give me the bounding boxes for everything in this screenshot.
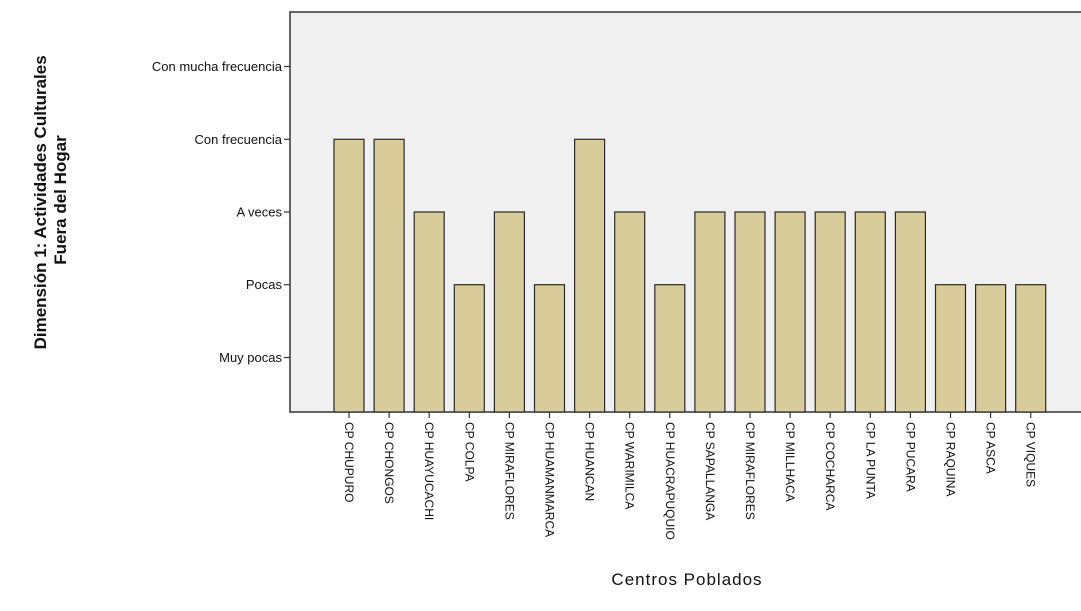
x-tick-label: CP COCHARCA xyxy=(823,422,837,510)
x-axis: CP CHUPURO CP CHONGOS CP HUAYUCACHI CP COLP… xyxy=(342,412,1038,540)
bar-4 xyxy=(453,284,485,413)
bar-11 xyxy=(734,211,766,413)
y-tick-label: Con mucha frecuencia xyxy=(152,59,283,74)
bar-6 xyxy=(533,284,566,413)
y-tick-label: Con frecuencia xyxy=(195,132,283,147)
x-tick-label: CP CHUPURO xyxy=(342,422,356,502)
x-tick-label: CP MIRAFLORES xyxy=(502,422,516,520)
y-axis: Muy pocas Pocas A veces Con frecuencia Con m… xyxy=(152,59,290,365)
bar-15 xyxy=(894,211,927,413)
bar-7 xyxy=(573,138,606,413)
x-tick-label: CP PUCARA xyxy=(903,422,917,492)
y-tick-label: Muy pocas xyxy=(219,350,282,365)
bar-5 xyxy=(493,211,525,413)
bar-17 xyxy=(974,284,1007,413)
bar-3 xyxy=(413,211,445,413)
x-tick-label: CP VIQUES xyxy=(1024,422,1038,487)
x-tick-label: CP HUACRAPUQUIO xyxy=(663,422,677,540)
bar-12 xyxy=(774,211,806,413)
x-tick-label: CP HUAYUCACHI xyxy=(422,422,436,520)
x-tick-label: CP HUANCAN xyxy=(583,422,597,501)
x-tick-label: CP ASCA xyxy=(984,422,998,474)
x-tick-label: CP SAPALLANGA xyxy=(703,422,717,520)
bar-8 xyxy=(614,211,646,413)
x-tick-label: CP LA PUNTA xyxy=(863,422,877,499)
bar-1 xyxy=(333,138,365,413)
y-tick-label: A veces xyxy=(236,205,282,220)
x-axis-title: Centros Poblados xyxy=(611,570,762,589)
bar-13 xyxy=(814,211,846,413)
x-tick-label: CP CHONGOS xyxy=(382,422,396,504)
x-tick-label: CP WARIMILCA xyxy=(623,422,637,509)
x-tick-label: CP RAQUINA xyxy=(944,422,958,496)
bar-2 xyxy=(373,138,405,413)
y-axis-title-line-1: Dimensión 1: Actividades Culturales xyxy=(31,55,50,349)
bar-9 xyxy=(654,284,686,413)
y-axis-title-line-2: Fuera del Hogar xyxy=(51,135,70,265)
x-tick-label: CP MILLHACA xyxy=(783,422,797,502)
bar-10 xyxy=(694,211,726,413)
y-tick-label: Pocas xyxy=(246,277,283,292)
bar-14 xyxy=(854,211,886,413)
bar-18 xyxy=(1015,284,1047,413)
bar-16 xyxy=(934,284,967,413)
x-tick-label: CP MIRAFLORES xyxy=(743,422,757,520)
y-axis-title: Dimensión 1: Actividades Culturales Fuer… xyxy=(31,51,70,350)
x-tick-label: CP HUAMANMARCA xyxy=(543,422,557,537)
x-tick-label: CP COLPA xyxy=(462,422,476,482)
